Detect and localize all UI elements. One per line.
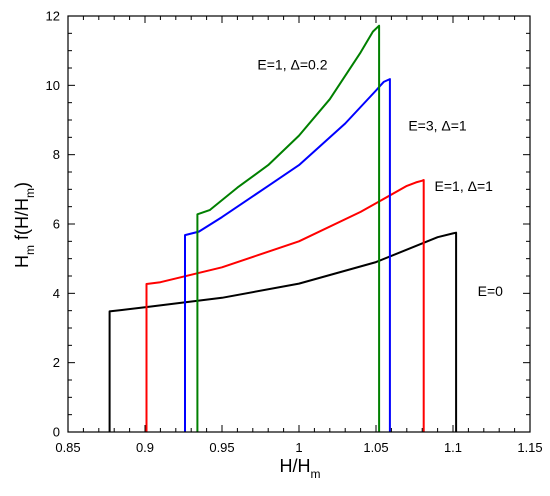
series-line-4 (196, 24, 381, 432)
y-tick-label: 0 (53, 425, 60, 440)
y-tick-label: 4 (53, 286, 60, 301)
x-tick-label: 1.1 (444, 440, 462, 455)
x-tick-label: 1.05 (363, 440, 388, 455)
y-axis-label-part1: H (12, 255, 32, 268)
curve-annotation-4: E=0 (478, 283, 504, 299)
x-tick-label: 0.85 (55, 440, 80, 455)
y-axis-label-part2-subscript: m (23, 188, 37, 198)
series-line-3 (184, 78, 391, 432)
curve-annotation-3: E=1, Δ=1 (435, 178, 494, 194)
x-tick-label: 0.95 (209, 440, 234, 455)
curve-annotations: E=1, Δ=0.2 E=3, Δ=1 E=1, Δ=1 E=0 (257, 57, 503, 299)
x-tick-label: 1 (295, 440, 302, 455)
y-tick-label: 12 (46, 9, 60, 24)
x-axis-label-subscript: m (311, 467, 321, 481)
series-line-1 (108, 231, 458, 432)
y-axis-label-part1-subscript: m (23, 245, 37, 255)
series-line-2 (145, 179, 425, 432)
curve-annotation-2: E=3, Δ=1 (408, 117, 467, 133)
y-tick-label: 10 (46, 78, 60, 93)
x-axis-label: H/Hm (280, 456, 321, 481)
x-axis-ticks: 0.85 0.9 0.95 1 1.05 1.1 1.15 (55, 16, 543, 455)
y-tick-label: 6 (53, 217, 60, 232)
y-axis-ticks: 0 2 4 6 8 10 12 (46, 9, 530, 440)
x-tick-label: 1.15 (517, 440, 542, 455)
data-series-group (108, 24, 458, 432)
y-axis-label-part3: ) (12, 182, 32, 188)
y-tick-label: 2 (53, 355, 60, 370)
curve-annotation-1: E=1, Δ=0.2 (257, 57, 327, 73)
x-tick-label: 0.9 (136, 440, 154, 455)
y-axis-label: Hm f(H/Hm) (12, 182, 37, 268)
x-axis-label-main: H/H (280, 456, 311, 476)
y-axis-label-part2: f(H/H (12, 198, 32, 245)
plot-frame (67, 15, 531, 433)
y-tick-label: 8 (53, 147, 60, 162)
